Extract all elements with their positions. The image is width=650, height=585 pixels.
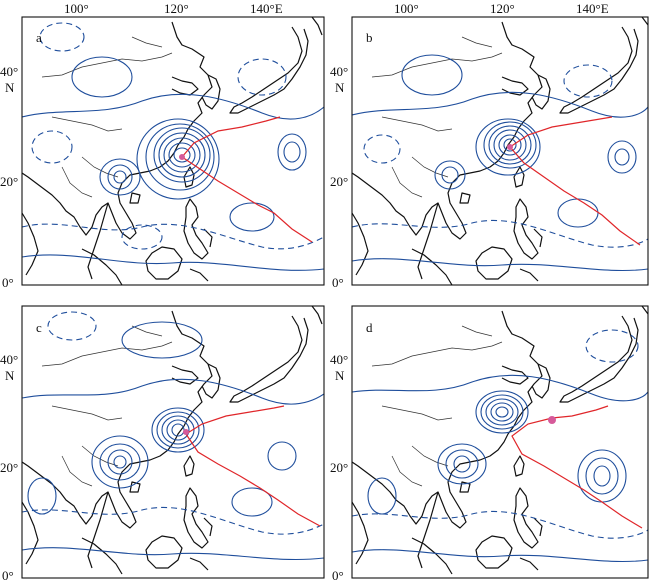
contours-a — [22, 22, 324, 271]
lat-tick-40: 40° — [0, 352, 18, 367]
lat-tick-20: 20° — [330, 174, 348, 189]
lon-tick-100: 100° — [394, 1, 419, 16]
lat-tick-20: 20° — [0, 460, 18, 475]
panel-frame — [351, 305, 649, 579]
lat-tick-20: 20° — [0, 174, 18, 189]
panel-frame — [351, 16, 649, 286]
panel-label: b — [366, 30, 373, 45]
lat-tick-0: 0° — [332, 275, 344, 290]
panel-label: c — [36, 320, 42, 335]
panel-frame — [21, 305, 325, 579]
panel-a: a — [21, 16, 325, 286]
storm-center-marker — [183, 429, 189, 435]
contours-b — [352, 54, 648, 272]
lat-tick-0: 0° — [2, 568, 14, 583]
panel-frame — [21, 16, 325, 286]
contours-c — [22, 311, 324, 561]
panel-label: a — [36, 30, 42, 45]
lon-tick-140: 140°E — [576, 1, 609, 16]
lon-tick-140: 140°E — [250, 1, 283, 16]
typhoon-track-d — [511, 405, 643, 529]
storm-center-marker — [179, 154, 185, 160]
typhoon-track-a — [181, 116, 313, 243]
lat-tick-20: 20° — [330, 460, 348, 475]
lat-unit: N — [335, 80, 345, 95]
lat-tick-40: 40° — [330, 64, 348, 79]
panel-c: c — [21, 305, 325, 579]
lon-tick-120: 120° — [164, 1, 189, 16]
panel-d: d — [351, 305, 649, 579]
lon-tick-120: 120° — [490, 1, 515, 16]
contours-d — [352, 329, 648, 563]
lat-unit: N — [335, 368, 345, 383]
lat-tick-0: 0° — [332, 568, 344, 583]
storm-center-marker — [548, 416, 556, 424]
panel-label: d — [366, 320, 373, 335]
lon-tick-100: 100° — [64, 1, 89, 16]
typhoon-track-c — [185, 405, 321, 527]
lat-tick-40: 40° — [0, 64, 18, 79]
storm-center-marker — [507, 144, 513, 150]
lat-unit: N — [5, 80, 15, 95]
typhoon-track-b — [509, 116, 641, 246]
lat-unit: N — [5, 368, 15, 383]
lat-tick-40: 40° — [330, 352, 348, 367]
panel-b: b — [351, 16, 649, 286]
lat-tick-0: 0° — [2, 275, 14, 290]
